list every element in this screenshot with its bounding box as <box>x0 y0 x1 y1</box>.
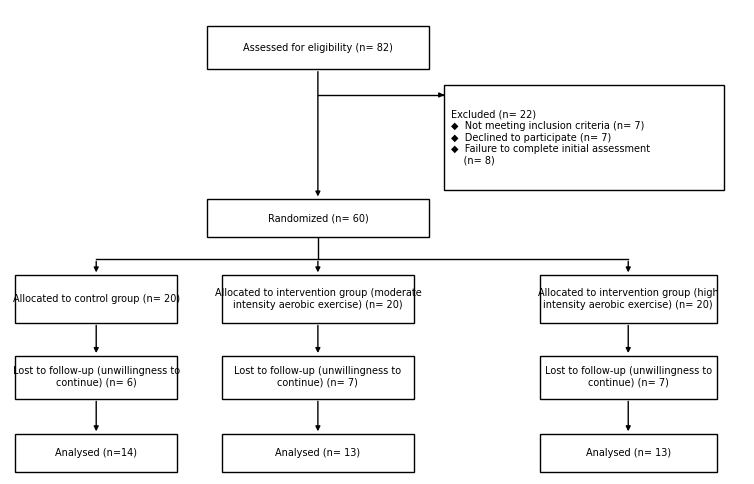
FancyBboxPatch shape <box>540 434 717 472</box>
FancyBboxPatch shape <box>222 275 414 323</box>
FancyBboxPatch shape <box>207 199 429 237</box>
Text: Excluded (n= 22)
◆  Not meeting inclusion criteria (n= 7)
◆  Declined to partici: Excluded (n= 22) ◆ Not meeting inclusion… <box>451 109 650 166</box>
FancyBboxPatch shape <box>207 26 429 69</box>
Text: Lost to follow-up (unwillingness to
continue) (n= 7): Lost to follow-up (unwillingness to cont… <box>544 366 712 388</box>
FancyBboxPatch shape <box>15 275 177 323</box>
Text: Analysed (n=14): Analysed (n=14) <box>55 448 137 458</box>
Text: Lost to follow-up (unwillingness to
continue) (n= 6): Lost to follow-up (unwillingness to cont… <box>13 366 179 388</box>
FancyBboxPatch shape <box>540 356 717 398</box>
Text: Allocated to control group (n= 20): Allocated to control group (n= 20) <box>13 294 179 304</box>
FancyBboxPatch shape <box>540 275 717 323</box>
Text: Analysed (n= 13): Analysed (n= 13) <box>275 448 360 458</box>
FancyBboxPatch shape <box>222 434 414 472</box>
FancyBboxPatch shape <box>15 434 177 472</box>
Text: Assessed for eligibility (n= 82): Assessed for eligibility (n= 82) <box>243 43 393 53</box>
Text: Randomized (n= 60): Randomized (n= 60) <box>268 213 368 223</box>
FancyBboxPatch shape <box>443 86 725 190</box>
Text: Allocated to intervention group (high
intensity aerobic exercise) (n= 20): Allocated to intervention group (high in… <box>538 288 719 310</box>
FancyBboxPatch shape <box>222 356 414 398</box>
Text: Lost to follow-up (unwillingness to
continue) (n= 7): Lost to follow-up (unwillingness to cont… <box>234 366 401 388</box>
FancyBboxPatch shape <box>15 356 177 398</box>
Text: Allocated to intervention group (moderate
intensity aerobic exercise) (n= 20): Allocated to intervention group (moderat… <box>214 288 421 310</box>
Text: Analysed (n= 13): Analysed (n= 13) <box>586 448 671 458</box>
